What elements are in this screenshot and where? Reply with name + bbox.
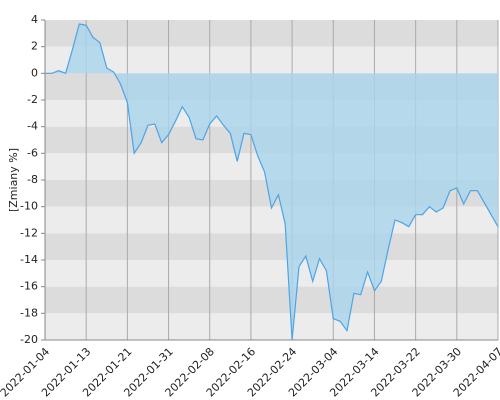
grid-band xyxy=(45,20,498,47)
grid-band xyxy=(45,260,498,287)
area xyxy=(45,24,498,340)
grid-band xyxy=(45,46,498,74)
y-tick-label: -6 xyxy=(27,146,38,159)
grid-band xyxy=(45,233,498,260)
y-tick-label: -14 xyxy=(20,253,38,266)
y-axis-label: [Zmiany %] xyxy=(7,148,20,212)
y-tick-label: -8 xyxy=(27,173,38,186)
y-tick-label: -12 xyxy=(20,226,38,239)
y-tick-label: -10 xyxy=(20,200,38,213)
y-tick-label: -16 xyxy=(20,280,38,293)
y-tick-label: 4 xyxy=(31,13,38,26)
y-tick-label: -18 xyxy=(20,306,38,319)
y-tick-label: 2 xyxy=(31,40,38,53)
y-tick-label: -20 xyxy=(20,333,38,346)
grid-band xyxy=(45,206,498,234)
y-tick-label: -4 xyxy=(27,120,38,133)
y-tick-label: 0 xyxy=(31,66,38,79)
y-tick-label: -2 xyxy=(27,93,38,106)
line xyxy=(45,23,499,341)
grid-band xyxy=(45,286,498,314)
grid-band xyxy=(45,313,498,340)
